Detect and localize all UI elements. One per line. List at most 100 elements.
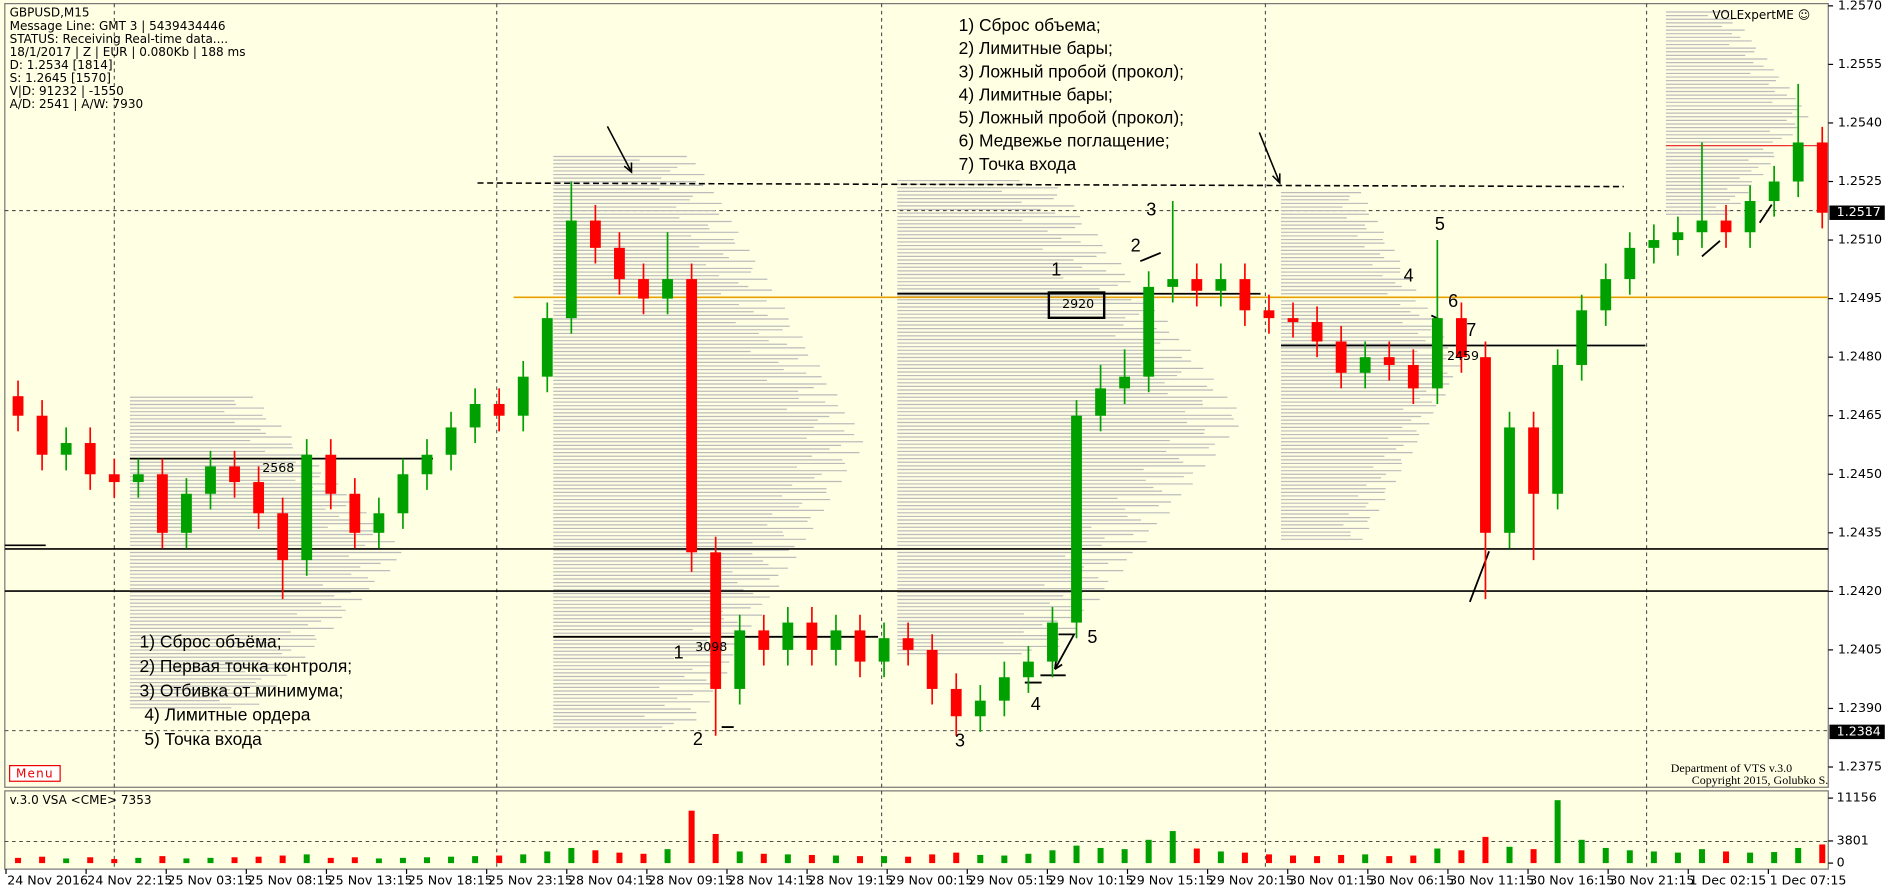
volume-bar (1482, 836, 1489, 864)
volume-bar (1602, 847, 1609, 864)
x-tick-label: 25 Nov 13:15 (328, 873, 413, 888)
candle-body (638, 279, 649, 299)
chart-label: 4 (1404, 266, 1414, 286)
volume-bar (399, 857, 406, 864)
candle-body (926, 649, 938, 689)
volume-bar (712, 833, 719, 864)
volume-tick-label: 11156 (1837, 790, 1877, 805)
volume-bar (39, 856, 46, 864)
candle-body (84, 443, 96, 475)
volume-bar (736, 851, 743, 864)
volume-bar (1265, 854, 1272, 864)
candle-body (1047, 622, 1058, 662)
candle-body (1576, 310, 1588, 365)
note-line: 2) Первая точка контроля; (140, 656, 353, 676)
volume-bar (1819, 844, 1826, 864)
volume-bar (87, 857, 94, 864)
chart-label: 2 (1131, 236, 1141, 256)
candle-body (1431, 318, 1443, 389)
chart-label: 3 (955, 730, 965, 750)
candle-body (1552, 364, 1564, 494)
menu-label[interactable]: Menu (16, 767, 54, 781)
note-line: 3) Отбивка от минимума; (140, 680, 344, 700)
y-tick-label: 1.2570 (1838, 0, 1882, 12)
resistance-line (477, 182, 1624, 188)
candle-body (132, 474, 144, 483)
x-tick-label: 25 Nov 08:15 (248, 873, 333, 888)
volume-bar (303, 854, 310, 864)
candle-body (1215, 279, 1227, 291)
note-line: 5) Точка входа (144, 729, 262, 749)
volume-bars (15, 800, 1826, 864)
info-line: 18/1/2017 | Z | EUR | 0.080Kb | 188 ms (10, 45, 246, 60)
candle-body (156, 474, 168, 533)
chart-label: 4 (1031, 694, 1041, 714)
menu-button[interactable] (9, 765, 61, 782)
info-line: A/D: 2541 | A/W: 7930 (10, 97, 143, 112)
candle-body (1359, 357, 1371, 373)
chart-label: 2568 (262, 460, 294, 475)
candle-body (902, 638, 914, 650)
candle-body (36, 415, 48, 455)
candle-body (1167, 279, 1179, 287)
y-tick-label: 1.2450 (1838, 466, 1882, 481)
y-tick-label: 1.2405 (1838, 641, 1882, 656)
x-tick-label: 28 Nov 14:15 (728, 873, 813, 888)
x-tick-label: 1 Dec 07:15 (1770, 873, 1847, 888)
volume-bar (1747, 852, 1754, 864)
candle-body (614, 247, 625, 280)
volume-bar (1025, 853, 1032, 864)
candle-body (541, 318, 553, 377)
candle-body (1816, 142, 1828, 213)
note-line: 3) Ложный пробой (прокол); (959, 61, 1184, 81)
chart-label: 3098 (695, 639, 727, 654)
candle-body (517, 376, 529, 416)
volume-bar (1674, 852, 1681, 864)
x-tick-label: 1 Dec 02:15 (1689, 873, 1766, 888)
info-line: V|D: 91232 | -1550 (10, 84, 124, 99)
candle-body (373, 513, 385, 533)
candle-body (806, 622, 818, 650)
candle-body (1528, 427, 1539, 494)
main-frame (4, 3, 1829, 788)
price-mark (1829, 205, 1885, 220)
candle-body (878, 638, 890, 662)
candle-body (734, 630, 746, 689)
volume-bar (375, 858, 382, 864)
volume-bar (183, 858, 190, 864)
volume-bar (1554, 800, 1561, 864)
chart-label: 3 (1146, 199, 1156, 219)
volume-bar (1314, 856, 1321, 864)
candle-body (950, 688, 962, 717)
price-mark (1829, 724, 1885, 740)
candle-body (565, 220, 577, 319)
y-tick-label: 1.2435 (1838, 524, 1882, 539)
volume-bar (1169, 831, 1176, 864)
x-tick-label: 30 Nov 21:15 (1609, 873, 1694, 888)
volume-tick-label: 3801 (1837, 832, 1869, 847)
volume-bar (1121, 849, 1128, 864)
x-tick-label: 29 Nov 05:15 (968, 873, 1053, 888)
volume-bar (1530, 849, 1537, 864)
note-line: 6) Медвежье поглащение; (959, 131, 1170, 151)
volume-bar (63, 858, 70, 864)
candle-body (397, 474, 409, 514)
candle-body (686, 279, 698, 553)
note-line: 5) Ложный пробой (прокол); (959, 108, 1184, 128)
chart-label: 1 (1051, 260, 1061, 280)
volume-bar (1795, 847, 1802, 864)
volume-bar (1506, 846, 1513, 864)
x-tick-label: 24 Nov 22:15 (87, 873, 172, 888)
volume-bar (1049, 850, 1056, 864)
volume-bar (1001, 855, 1008, 864)
volume-bar (856, 856, 864, 864)
y-tick-label: 1.2390 (1838, 700, 1882, 715)
candle-body (1095, 388, 1106, 416)
x-tick-label: 29 Nov 15:15 (1129, 873, 1214, 888)
candle-body (998, 677, 1010, 701)
volume-frame (4, 790, 1829, 870)
volume-bar (953, 852, 960, 864)
info-line: STATUS: Receiving Real-time data.... (10, 32, 228, 46)
